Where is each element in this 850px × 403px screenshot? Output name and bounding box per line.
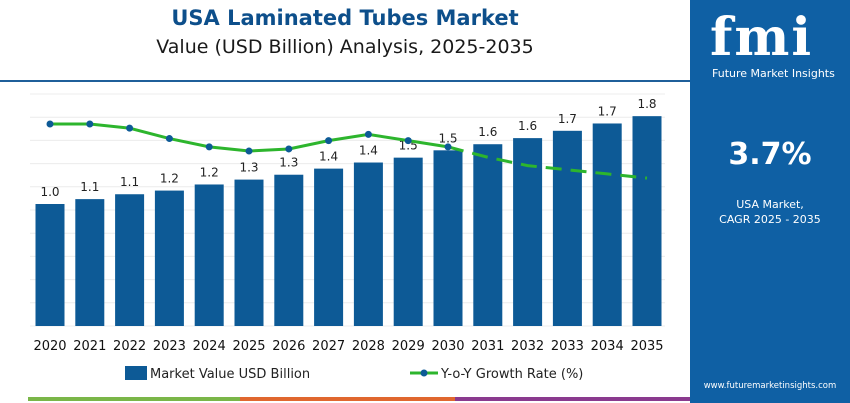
- x-tick-2029: 2029: [392, 339, 425, 354]
- x-tick-2031: 2031: [471, 339, 504, 354]
- bar-2022: [115, 194, 145, 326]
- bar-2024: [194, 184, 224, 326]
- bar-label-2023: 1.2: [160, 172, 179, 186]
- bar-2023: [154, 190, 184, 326]
- legend-bar-swatch: [125, 366, 147, 380]
- cagr-label-market: USA Market,: [736, 198, 804, 211]
- cagr-label-period: CAGR 2025 - 2035: [719, 213, 821, 226]
- bar-label-2033: 1.7: [558, 112, 577, 126]
- bar-2033: [552, 130, 582, 326]
- stripe-purple: [455, 397, 690, 401]
- growth-marker-2021: [86, 120, 94, 128]
- growth-marker-2022: [126, 124, 134, 132]
- growth-marker-2024: [205, 143, 213, 151]
- growth-line-dashed: [447, 145, 648, 180]
- bar-label-2021: 1.1: [80, 180, 99, 194]
- bar-label-2027: 1.4: [319, 150, 338, 164]
- growth-marker-2030: [444, 143, 452, 151]
- x-tick-2034: 2034: [591, 339, 624, 354]
- bar-label-2028: 1.4: [359, 144, 378, 158]
- header-divider: [0, 80, 690, 82]
- bar-label-2031: 1.6: [478, 125, 497, 139]
- bar-label-2035: 1.8: [637, 97, 656, 111]
- legend-line-marker: [420, 369, 428, 377]
- bar-2029: [393, 157, 423, 326]
- bar-label-2024: 1.2: [200, 165, 219, 179]
- growth-marker-2020: [46, 120, 54, 128]
- bar-label-2034: 1.7: [598, 104, 617, 118]
- growth-marker-2025: [245, 147, 253, 155]
- growth-marker-2026: [285, 145, 293, 153]
- bar-2025: [234, 179, 264, 326]
- bar-2032: [513, 138, 543, 326]
- bar-label-2032: 1.6: [518, 119, 537, 133]
- growth-marker-2027: [325, 137, 333, 145]
- website-url: www.futuremarketinsights.com: [703, 381, 837, 391]
- bar-label-2026: 1.3: [279, 156, 298, 170]
- bar-label-2025: 1.3: [239, 161, 258, 175]
- chart-title: USA Laminated Tubes Market: [171, 6, 519, 30]
- chart-subtitle: Value (USD Billion) Analysis, 2025-2035: [156, 36, 534, 58]
- x-tick-2022: 2022: [113, 339, 146, 354]
- bar-label-2030: 1.5: [438, 131, 457, 145]
- x-tick-2021: 2021: [73, 339, 106, 354]
- bar-2026: [274, 174, 304, 326]
- legend-bar-label: Market Value USD Billion: [150, 367, 310, 382]
- bar-2035: [632, 116, 662, 326]
- bar-2031: [473, 144, 503, 326]
- x-tick-2026: 2026: [272, 339, 305, 354]
- x-tick-2023: 2023: [153, 339, 186, 354]
- x-tick-2030: 2030: [431, 339, 464, 354]
- bar-2021: [75, 199, 105, 326]
- growth-line-solid: [50, 122, 449, 153]
- bar-label-2020: 1.0: [40, 185, 59, 199]
- fmi-logo: fmi: [710, 7, 814, 68]
- growth-marker-2029: [404, 137, 412, 145]
- chart-svg: 1.0 2020 1.1 2021 1.1 2022 1.2 2023 1.2 2024 1.3 20…: [30, 93, 665, 382]
- growth-marker-2028: [364, 130, 372, 138]
- x-tick-2027: 2027: [312, 339, 345, 354]
- bar-2027: [314, 168, 344, 326]
- cagr-value: 3.7%: [728, 137, 812, 172]
- stripe-orange: [240, 397, 455, 401]
- stripe-green: [28, 397, 240, 401]
- bar-2034: [592, 123, 622, 326]
- bar-label-2022: 1.1: [120, 175, 139, 189]
- bar-2030: [433, 150, 463, 326]
- legend-line-label: Y-o-Y Growth Rate (%): [440, 367, 583, 382]
- side-panel: fmi Future Market Insights 3.7% USA Mark…: [690, 0, 850, 403]
- x-tick-2025: 2025: [232, 339, 265, 354]
- x-tick-2032: 2032: [511, 339, 544, 354]
- x-tick-2033: 2033: [551, 339, 584, 354]
- logo-subtitle: Future Market Insights: [712, 67, 835, 80]
- x-tick-2028: 2028: [352, 339, 385, 354]
- x-tick-2020: 2020: [33, 339, 66, 354]
- bar-2028: [353, 162, 383, 326]
- growth-marker-2023: [165, 135, 173, 143]
- x-tick-2035: 2035: [630, 339, 663, 354]
- x-tick-2024: 2024: [193, 339, 226, 354]
- bar-2020: [35, 204, 65, 326]
